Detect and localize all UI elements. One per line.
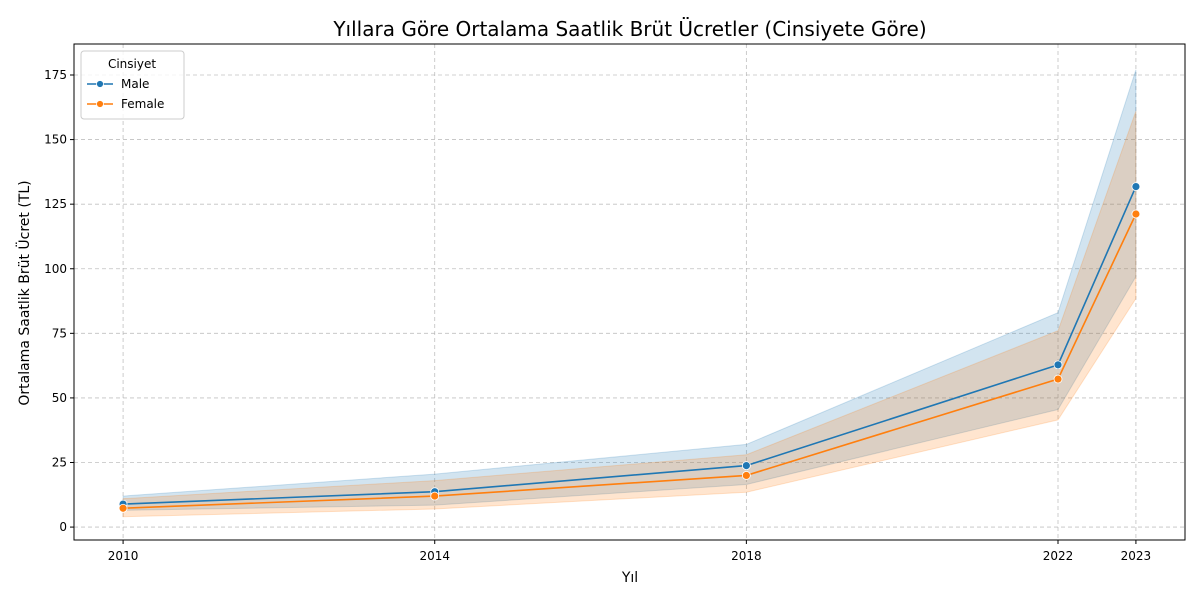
y-tick-label: 25 — [52, 456, 67, 470]
x-tick-label: 2014 — [419, 549, 450, 563]
y-tick-label: 150 — [44, 133, 67, 147]
series-points — [118, 182, 1141, 513]
grid — [74, 44, 1185, 540]
data-point-male — [1053, 360, 1063, 370]
legend: Cinsiyet Male Female — [80, 50, 185, 120]
confidence-band-female — [122, 110, 1137, 518]
data-point-female — [430, 491, 440, 501]
legend-box — [80, 50, 185, 120]
data-point-male — [1131, 182, 1141, 192]
y-tick-label: 100 — [44, 262, 67, 276]
legend-label-female: Female — [121, 97, 164, 111]
legend-entries: Male Female — [87, 77, 164, 111]
x-tick-label: 2010 — [108, 549, 139, 563]
data-point-female — [741, 471, 751, 480]
data-point-male — [741, 461, 751, 471]
x-tick-label: 2023 — [1121, 549, 1152, 563]
x-tick-label: 2022 — [1043, 549, 1074, 563]
y-tick-label: 50 — [52, 391, 67, 405]
y-tick-label: 125 — [44, 197, 67, 211]
plot-frame — [73, 43, 1186, 541]
y-axis-title: Ortalama Saatlik Brüt Ücret (TL) — [15, 180, 33, 405]
y-tick-label: 175 — [44, 68, 67, 82]
x-axis-title: Yıl — [621, 570, 638, 586]
data-point-female — [118, 503, 128, 513]
confidence-bands — [122, 69, 1137, 518]
x-tick-label: 2018 — [731, 549, 762, 563]
legend-title: Cinsiyet — [108, 57, 156, 71]
y-tick-label: 0 — [59, 520, 67, 534]
chart-title: Yıllara Göre Ortalama Saatlik Brüt Ücret… — [332, 17, 926, 41]
axis-ticks: 2010 2014 2018 2022 2023 0 25 50 75 100 125 150 175 — [44, 68, 1151, 563]
data-point-female — [1131, 209, 1141, 219]
y-tick-label: 75 — [52, 326, 67, 340]
data-point-female — [1053, 374, 1063, 384]
confidence-band-male — [122, 69, 1137, 511]
legend-marker-male — [96, 80, 104, 88]
legend-marker-female — [96, 100, 104, 108]
legend-label-male: Male — [121, 77, 149, 91]
